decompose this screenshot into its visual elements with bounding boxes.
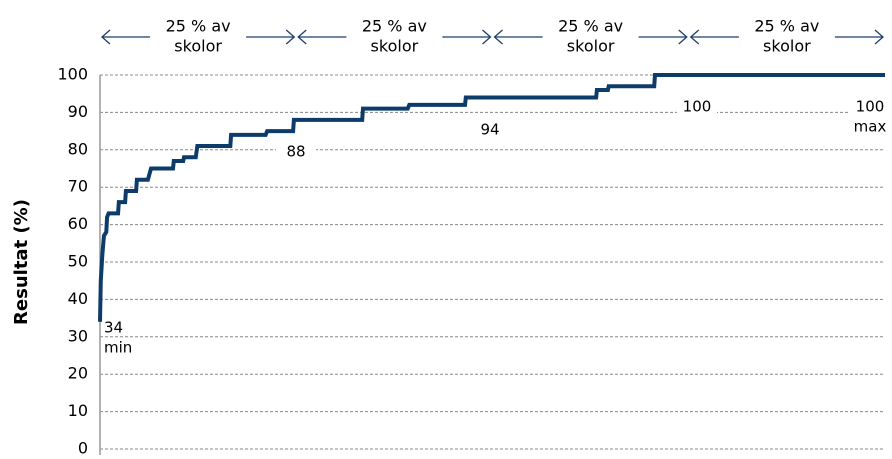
- y-tick-label: 50: [68, 252, 88, 271]
- arrow-head: [285, 29, 296, 45]
- quartile-label: 25 % av: [362, 17, 427, 36]
- y-tick-label: 90: [68, 102, 88, 121]
- arrow-head: [874, 29, 884, 45]
- label-bg: [470, 120, 510, 140]
- result-line: [98, 73, 885, 322]
- y-tick-label: 80: [68, 139, 88, 158]
- y-tick-label: 20: [68, 364, 88, 383]
- quartile-label: skolor: [174, 37, 222, 56]
- arrow-head: [493, 29, 503, 45]
- y-tick-label: 30: [68, 326, 88, 345]
- quartile-label: skolor: [763, 37, 811, 56]
- quartile-label: skolor: [371, 37, 419, 56]
- quartile-label: 25 % av: [754, 17, 819, 36]
- annotation: min: [104, 339, 132, 357]
- label-bg: [677, 97, 717, 117]
- label-bg: [850, 97, 890, 117]
- annotation: max: [854, 118, 887, 136]
- annotation: 100: [683, 98, 712, 116]
- y-tick-label: 40: [68, 289, 88, 308]
- label-bg: [276, 142, 316, 162]
- arrow-head: [297, 29, 307, 45]
- arrow-head: [101, 29, 111, 45]
- arrow-head: [482, 29, 492, 45]
- arrow-head: [689, 29, 700, 45]
- annotation: 94: [480, 121, 499, 139]
- annotation: 88: [286, 143, 305, 161]
- arrow-head: [678, 29, 688, 45]
- annotation: 34: [104, 319, 123, 337]
- y-tick-label: 10: [68, 401, 88, 420]
- annotation: 100: [856, 98, 885, 116]
- y-tick-label: 100: [57, 65, 88, 84]
- y-tick-label: 0: [78, 439, 88, 456]
- y-tick-label: 60: [68, 214, 88, 233]
- y-tick-label: 70: [68, 177, 88, 196]
- quartile-label: skolor: [567, 37, 615, 56]
- y-axis-label: Resultat (%): [11, 199, 32, 325]
- quartile-label: 25 % av: [558, 17, 623, 36]
- quartile-label: 25 % av: [166, 17, 231, 36]
